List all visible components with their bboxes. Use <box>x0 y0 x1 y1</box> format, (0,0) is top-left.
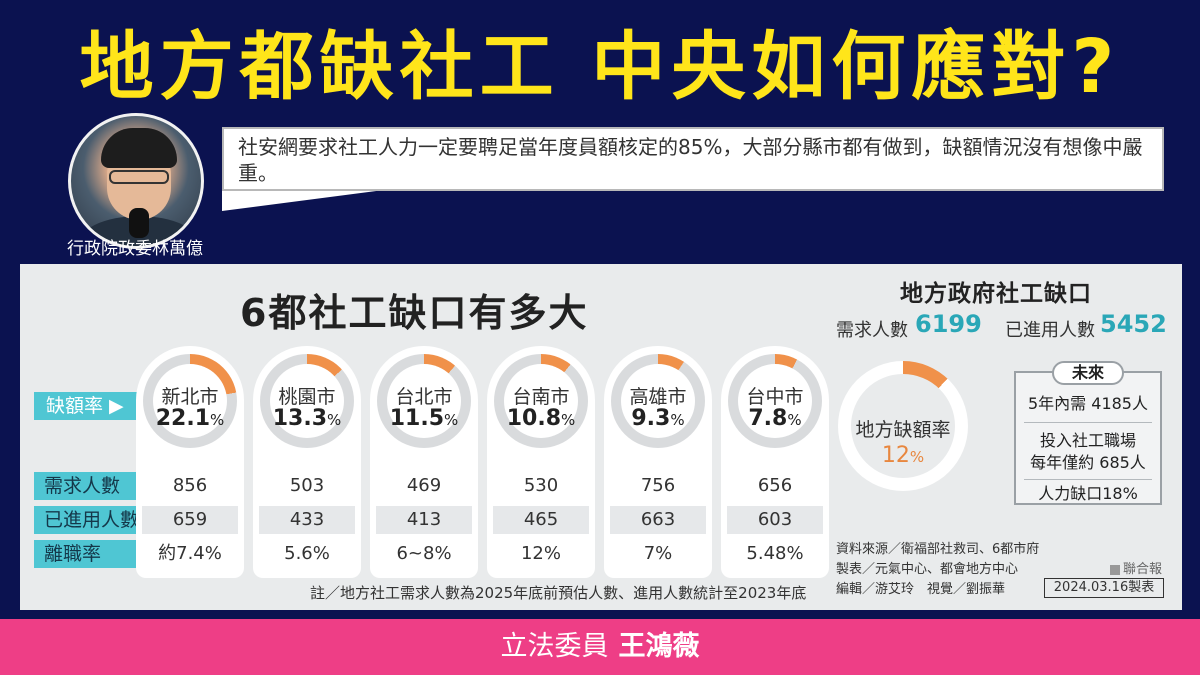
local-shortage-label: 地方缺額率 <box>855 419 951 441</box>
city-shortage-rate: 10.8% <box>506 406 576 431</box>
city-shortage-rate: 9.3% <box>631 406 685 431</box>
hired-cell: 663 <box>610 506 706 534</box>
demand-cell: 656 <box>757 475 793 496</box>
quote-bubble: 社安網要求社工人力一定要聘足當年度員額核定的85%，大部分縣市都有做到，缺額情況… <box>222 127 1164 191</box>
local-hired-value: 5452 <box>1100 310 1167 338</box>
demand-row-label: 需求人數 <box>34 472 142 500</box>
demand-cell: 530 <box>523 475 559 496</box>
demand-cell: 856 <box>172 475 208 496</box>
shortage-ring <box>728 354 822 448</box>
future-item: 每年僅約 685人 <box>1030 453 1146 472</box>
future-tag: 未來 <box>1052 361 1124 385</box>
shortage-rate-label: 缺額率 ▶ <box>34 392 142 420</box>
local-shortage-ring: 地方缺額率 12% <box>838 361 968 491</box>
turnover-cell: 5.6% <box>284 543 330 564</box>
city-shortage-rate: 22.1% <box>155 406 225 431</box>
shortage-ring <box>611 354 705 448</box>
turnover-cell: 5.48% <box>746 543 804 564</box>
source-line: 資料來源／衛福部社救司、6都市府 <box>836 542 1040 557</box>
turnover-cell: 約7.4% <box>158 543 222 564</box>
local-gap-title: 地方政府社工缺口 <box>900 281 1092 307</box>
publisher-label: 聯合報 <box>1110 558 1162 577</box>
city-card: 台南市 10.8% 530 465 12% <box>487 346 595 578</box>
demand-cell: 469 <box>406 475 442 496</box>
source-line: 編輯／游艾玲 視覺／劉振華 <box>836 582 1006 597</box>
footer-role: 立法委員 <box>500 631 609 662</box>
turnover-cell: 12% <box>520 543 561 564</box>
footer-name: 王鴻薇 <box>618 631 700 662</box>
local-demand-label: 需求人數 <box>836 320 908 341</box>
city-name: 新北市 <box>161 386 219 408</box>
shortage-ring <box>377 354 471 448</box>
turnover-cell: 7% <box>643 543 673 564</box>
infographic: 6都社工缺口有多大 缺額率 ▶ 需求人數 已進用人數 離職率 新北市 22.1% 8… <box>20 264 1182 610</box>
shortage-ring <box>143 354 237 448</box>
city-shortage-rate: 7.8% <box>748 406 802 431</box>
hired-cell: 433 <box>259 506 355 534</box>
future-item: 人力缺口18% <box>1038 484 1138 503</box>
speaker-caption: 行政院政委林萬億 <box>67 239 203 259</box>
turnover-row-label: 離職率 <box>34 540 142 568</box>
city-name: 桃園市 <box>278 386 336 408</box>
speaker-portrait <box>68 113 204 249</box>
date-box: 2024.03.16製表 <box>1044 578 1164 598</box>
future-item: 5年內需 4185人 <box>1028 394 1148 413</box>
hired-cell: 659 <box>142 506 238 534</box>
footnote: 註／地方社工需求人數為2025年底前預估人數、進用人數統計至2023年底 <box>310 584 807 602</box>
city-name: 台南市 <box>512 386 570 408</box>
shortage-ring <box>494 354 588 448</box>
future-box: 未來 5年內需 4185人 投入社工職場 每年僅約 685人 人力缺口18% <box>1014 361 1162 505</box>
infographic-title: 6都社工缺口有多大 <box>240 291 589 335</box>
shortage-ring <box>260 354 354 448</box>
city-card: 桃園市 13.3% 503 433 5.6% <box>253 346 361 578</box>
demand-cell: 503 <box>289 475 325 496</box>
hired-row-label: 已進用人數 <box>34 506 142 534</box>
city-card: 新北市 22.1% 856 659 約7.4% <box>136 346 244 578</box>
demand-cell: 756 <box>640 475 676 496</box>
future-item: 投入社工職場 <box>1039 431 1136 450</box>
city-card: 台中市 7.8% 656 603 5.48% <box>721 346 829 578</box>
city-name: 台中市 <box>746 386 804 408</box>
local-shortage-value: 12% <box>881 443 925 468</box>
hired-cell: 413 <box>376 506 472 534</box>
city-shortage-rate: 11.5% <box>389 406 459 431</box>
city-name: 高雄市 <box>629 386 687 408</box>
city-card: 台北市 11.5% 469 413 6~8% <box>370 346 478 578</box>
city-card: 高雄市 9.3% 756 663 7% <box>604 346 712 578</box>
city-shortage-rate: 13.3% <box>272 406 342 431</box>
local-hired-label: 已進用人數 <box>1005 320 1095 341</box>
hired-cell: 465 <box>493 506 589 534</box>
hired-cell: 603 <box>727 506 823 534</box>
city-name: 台北市 <box>395 386 453 408</box>
source-line: 製表／元氣中心、都會地方中心 <box>836 562 1019 577</box>
headline: 地方都缺社工 中央如何應對? <box>79 24 1121 110</box>
turnover-cell: 6~8% <box>396 543 452 564</box>
local-demand-value: 6199 <box>915 310 982 338</box>
footer-bar: 立法委員 王鴻薇 <box>0 619 1200 675</box>
